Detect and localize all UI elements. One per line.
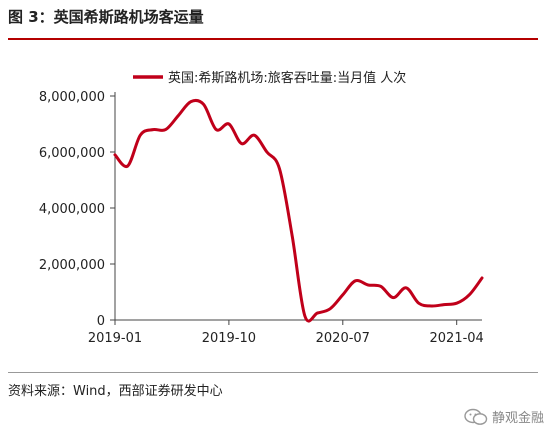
source-rule bbox=[8, 372, 538, 373]
y-tick-label: 2,000,000 bbox=[39, 258, 105, 273]
x-tick-label: 2020-07 bbox=[316, 331, 370, 346]
title-rule bbox=[8, 38, 538, 40]
x-tick-label: 2019-10 bbox=[202, 331, 256, 346]
y-tick-label: 0 bbox=[97, 314, 105, 329]
y-axis: 0 2,000,000 4,000,000 6,000,000 8,000,000 bbox=[39, 90, 116, 329]
series-layer bbox=[113, 98, 484, 323]
x-axis: 2019-01 2019-10 2020-07 2021-04 bbox=[88, 319, 484, 346]
legend-label: 英国:希斯路机场:旅客吞吐量:当月值 人次 bbox=[168, 70, 406, 86]
watermark-text: 静观金融 bbox=[491, 411, 544, 426]
x-tick-label: 2021-04 bbox=[430, 331, 484, 346]
figure-title: 图 3：英国希斯路机场客运量 bbox=[8, 8, 204, 26]
y-tick-label: 6,000,000 bbox=[39, 146, 105, 161]
watermark: 静观金融 bbox=[464, 407, 544, 426]
line-chart: 英国:希斯路机场:旅客吞吐量:当月值 人次 0 2,000,000 4,000,00… bbox=[39, 70, 484, 346]
chart-legend: 英国:希斯路机场:旅客吞吐量:当月值 人次 bbox=[133, 70, 406, 86]
y-tick-label: 8,000,000 bbox=[39, 90, 105, 105]
y-tick-label: 4,000,000 bbox=[39, 202, 105, 217]
series-line bbox=[113, 98, 484, 323]
wechat-icon bbox=[464, 408, 488, 425]
x-tick-label: 2019-01 bbox=[88, 331, 142, 346]
source-note: 资料来源：Wind，西部证券研发中心 bbox=[8, 384, 223, 399]
